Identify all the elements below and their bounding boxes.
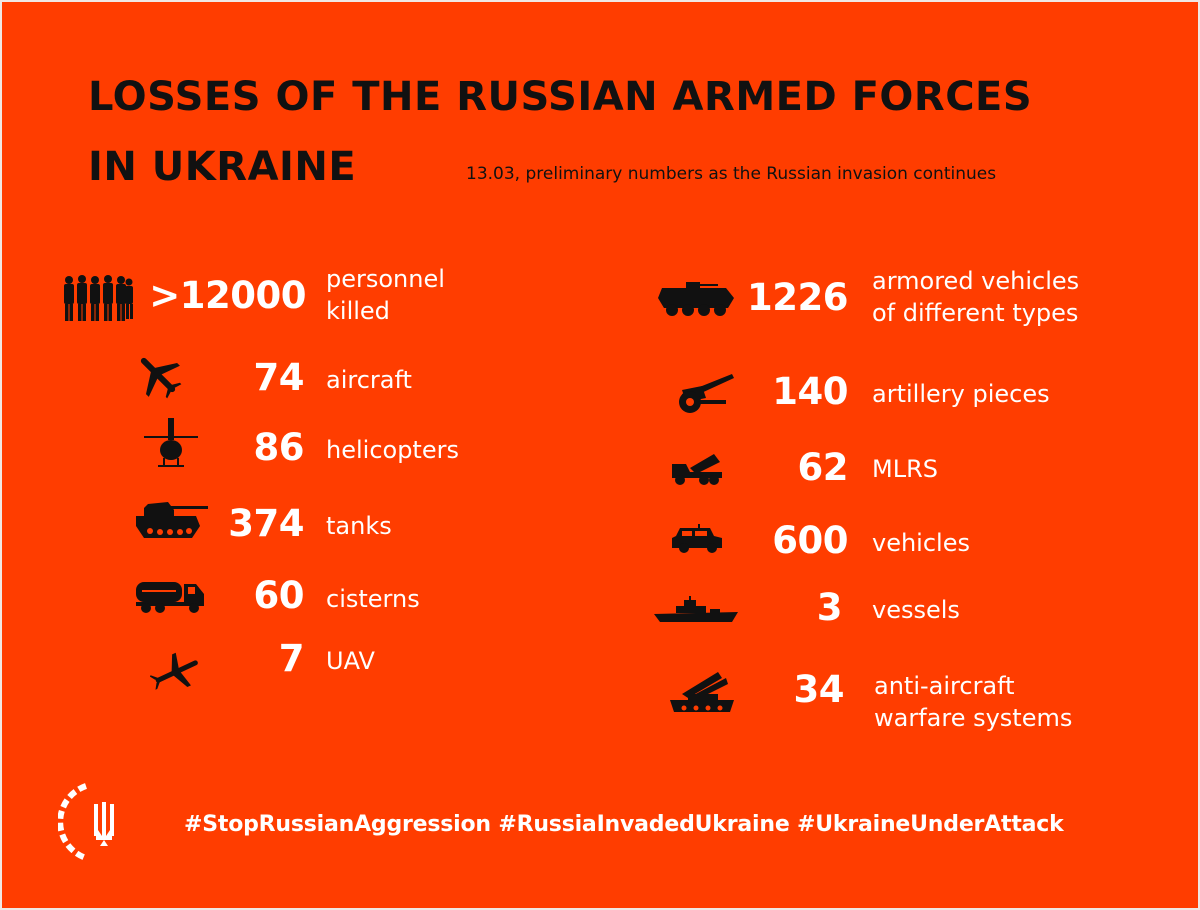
artillery-label: artillery pieces [872,380,1050,408]
armored-vehicles-label-line-1: armored vehicles [872,267,1080,295]
aircraft-label: aircraft [326,366,412,394]
warship-icon [654,596,738,624]
mlrs-label: MLRS [872,455,938,483]
cisterns-count: 60 [253,574,305,617]
uav-icon [150,652,204,692]
vehicles-label: vehicles [872,529,970,557]
tank-icon [134,500,210,542]
personnel-label-line-2: killed [326,297,390,325]
trident-emblem-icon [57,782,138,866]
page-title-line-1: LOSSES OF THE RUSSIAN ARMED FORCES [88,74,1033,120]
aircraft-count: 74 [253,356,305,399]
anti-aircraft-count: 34 [793,668,845,711]
armored-vehicles-count: 1226 [747,276,848,319]
mlrs-icon [670,452,726,486]
mlrs-count: 62 [797,446,849,489]
helicopter-icon [144,418,198,470]
cisterns-label: cisterns [326,585,420,613]
anti-aircraft-label-line-2: warfare systems [874,704,1073,732]
armored-vehicles-label-line-2: of different types [872,299,1079,327]
aircraft-icon [134,350,182,400]
helicopters-count: 86 [253,426,305,469]
artillery-icon [672,372,738,414]
cistern-truck-icon [136,578,206,614]
page-title-line-2: IN UKRAINE [88,144,357,190]
page-subtitle: 13.03, preliminary numbers as the Russia… [466,164,997,184]
personnel-count: >12000 [149,274,306,317]
uav-count: 7 [278,637,305,680]
uav-label: UAV [326,647,375,675]
tanks-count: 374 [228,502,304,545]
helicopters-label: helicopters [326,436,459,464]
personnel-label-line-1: personnel [326,265,445,293]
soldiers-icon [62,274,134,322]
hashtags: #StopRussianAggression #RussiaInvadedUkr… [184,812,1064,837]
vessels-count: 3 [816,586,843,629]
vehicles-count: 600 [772,519,848,562]
jeep-icon [670,524,724,554]
tanks-label: tanks [326,512,392,540]
armored-vehicle-icon [656,280,736,318]
vessels-label: vessels [872,596,960,624]
anti-aircraft-label-line-1: anti-aircraft [874,672,1015,700]
artillery-count: 140 [772,370,848,413]
anti-aircraft-icon [668,668,738,716]
